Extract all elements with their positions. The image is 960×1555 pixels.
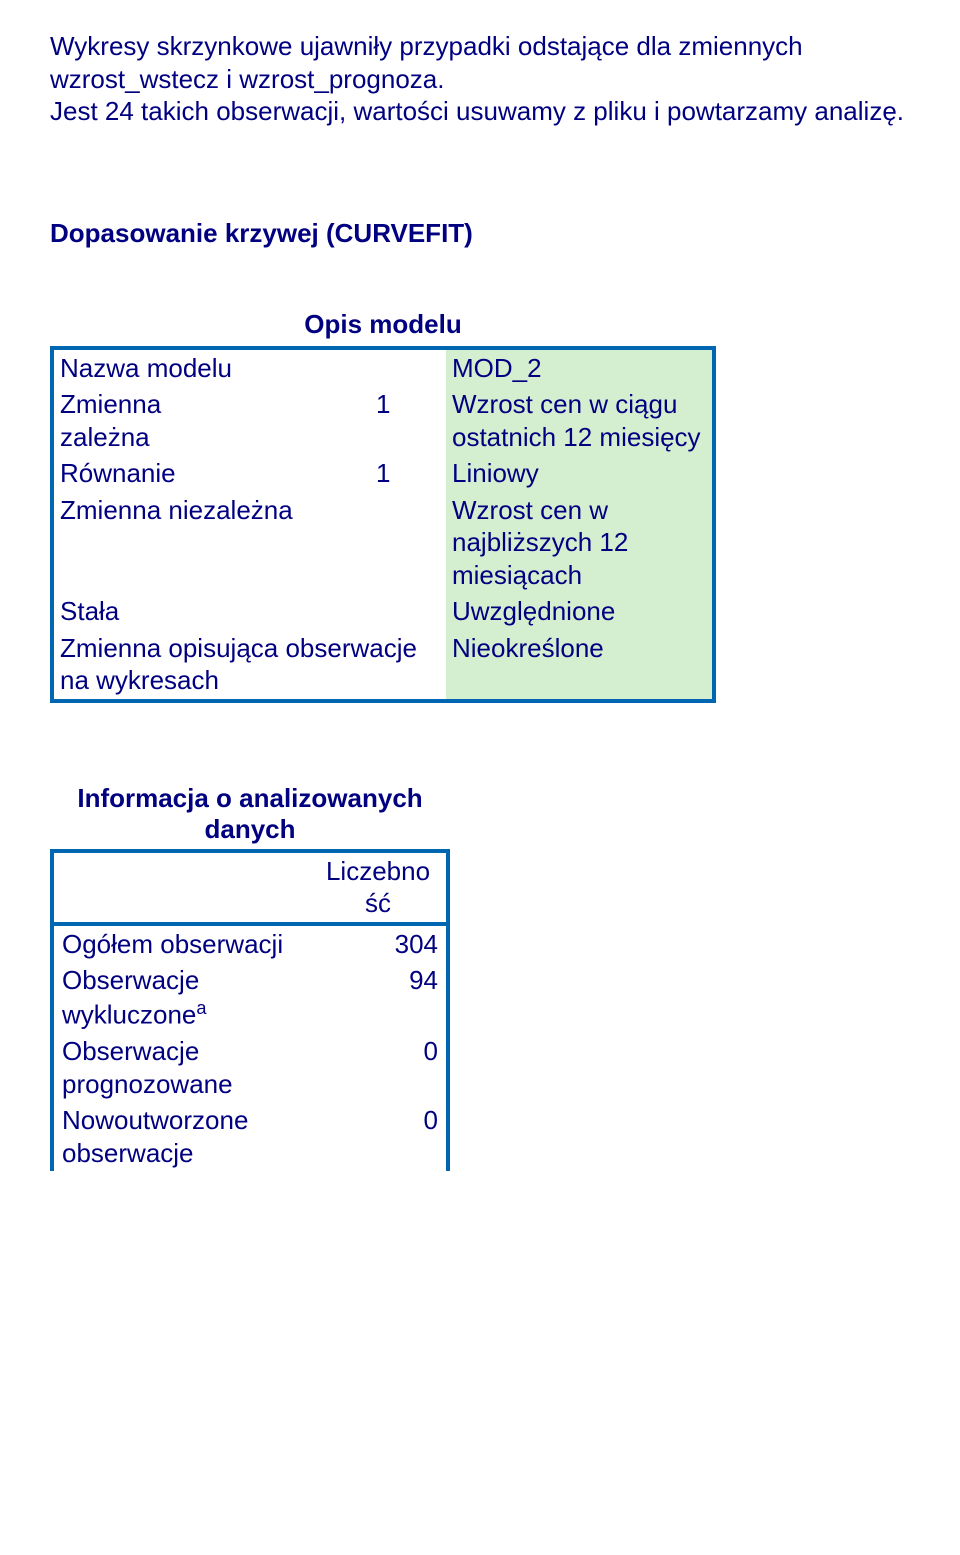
table-row: Ogółem obserwacji 304 [52, 924, 448, 963]
table-row: Równanie 1 Liniowy [52, 455, 714, 492]
table-row: Zmiennazależna 1 Wzrost cen w ciągu osta… [52, 386, 714, 455]
table-row: Zmienna opisująca obserwacje na wykresac… [52, 630, 714, 701]
table-row: Liczebność [52, 851, 448, 924]
model-row-value: Uwzględnione [446, 593, 714, 630]
intro-line1: Wykresy skrzynkowe ujawniły przypadki od… [50, 31, 803, 94]
info-row-value: 304 [310, 924, 448, 963]
model-description-caption: Opis modelu [50, 309, 716, 346]
model-description-table: Opis modelu Nazwa modelu MOD_2 Zmiennaza… [50, 309, 716, 703]
table-row: Zmienna niezależna Wzrost cen w najbliżs… [52, 492, 714, 594]
info-table: Liczebność Ogółem obserwacji 304 Obserwa… [50, 849, 450, 1171]
table-row: Obserwacje wykluczonea 94 [52, 962, 448, 1033]
info-row-value: 94 [310, 962, 448, 1033]
info-row-label-text: Obserwacje wykluczone [62, 965, 199, 1029]
table-row: Nowoutworzone obserwacje 0 [52, 1102, 448, 1171]
info-row-value: 0 [310, 1102, 448, 1171]
model-row-value: Wzrost cen w ciągu ostatnich 12 miesięcy [446, 386, 714, 455]
intro-paragraph: Wykresy skrzynkowe ujawniły przypadki od… [50, 30, 910, 128]
model-row-value: MOD_2 [446, 348, 714, 387]
info-row-label: Obserwacje wykluczonea [52, 962, 310, 1033]
model-row-label: Zmienna opisująca obserwacje na wykresac… [52, 630, 446, 701]
info-header-col: Liczebność [310, 851, 448, 924]
table-row: Nazwa modelu MOD_2 [52, 348, 714, 387]
model-row-label: Zmienna niezależna [52, 492, 446, 594]
info-row-label: Nowoutworzone obserwacje [52, 1102, 310, 1171]
model-row-label: Zmiennazależna [52, 386, 370, 455]
table-row: Obserwacje prognozowane 0 [52, 1033, 448, 1102]
model-row-value: Wzrost cen w najbliższych 12 miesiącach [446, 492, 714, 594]
model-row-sub: 1 [370, 386, 446, 455]
info-row-label: Obserwacje prognozowane [52, 1033, 310, 1102]
model-row-label: Stała [52, 593, 446, 630]
model-row-label: Nazwa modelu [52, 348, 446, 387]
info-row-sup: a [196, 998, 206, 1018]
info-title: Informacja o analizowanych danych [50, 783, 450, 845]
info-row-value: 0 [310, 1033, 448, 1102]
model-row-label: Równanie [52, 455, 370, 492]
model-row-sub: 1 [370, 455, 446, 492]
model-row-value: Liniowy [446, 455, 714, 492]
model-row-value: Nieokreślone [446, 630, 714, 701]
info-block: Informacja o analizowanych danych Liczeb… [50, 783, 450, 1172]
info-header-empty [52, 851, 310, 924]
intro-line2: Jest 24 takich obserwacji, wartości usuw… [50, 96, 904, 126]
table-row: Stała Uwzględnione [52, 593, 714, 630]
info-title-text: Informacja o analizowanych danych [77, 783, 422, 844]
info-row-label: Ogółem obserwacji [52, 924, 310, 963]
section-heading: Dopasowanie krzywej (CURVEFIT) [50, 218, 910, 249]
